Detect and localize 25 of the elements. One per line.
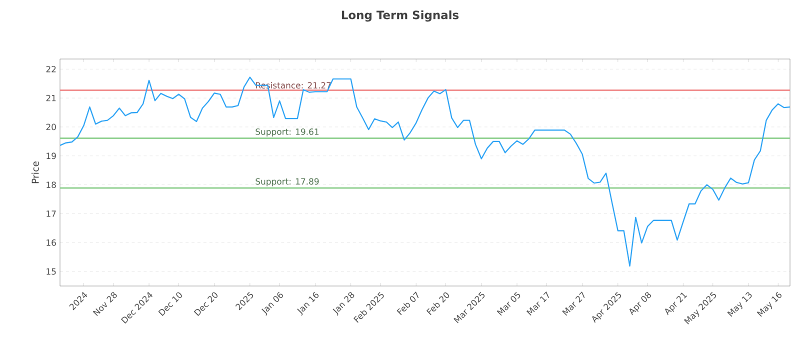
y-tick-label: 22 [46,66,56,72]
y-tick-label: 21 [46,94,56,102]
x-tick-label: Dec 10 [158,292,182,316]
y-tick-label: 16 [46,239,56,246]
y-tick-label: 18 [46,182,56,188]
x-tick-label: Mar 05 [496,292,520,316]
x-tick-label: Nov 28 [92,292,117,316]
x-tick-label: Apr 21 [665,292,688,316]
x-tick-label: Jan 06 [262,292,283,316]
chart-title: Long Term Signals [342,10,459,22]
x-tick-label: Apr 08 [629,292,651,316]
y-axis-title: Price [32,161,39,184]
y-tick-label: 15 [46,268,56,275]
x-tick-label: Jan 16 [297,292,319,316]
ref-line-label: Support: 19.61 [256,128,319,137]
y-tick-label: 20 [46,124,56,130]
x-tick-label: Jan 28 [332,292,354,316]
x-tick-label: Mar 17 [526,292,549,316]
x-tick-label: Feb 07 [396,292,419,316]
x-tick-label: Dec 20 [194,292,218,316]
y-tick-label: 17 [46,210,56,217]
ref-line-label: Support: 17.89 [256,178,319,186]
x-tick-label: Feb 20 [426,292,450,316]
y-tick-label: 19 [46,152,56,160]
x-tick-label: Mar 27 [562,292,585,316]
